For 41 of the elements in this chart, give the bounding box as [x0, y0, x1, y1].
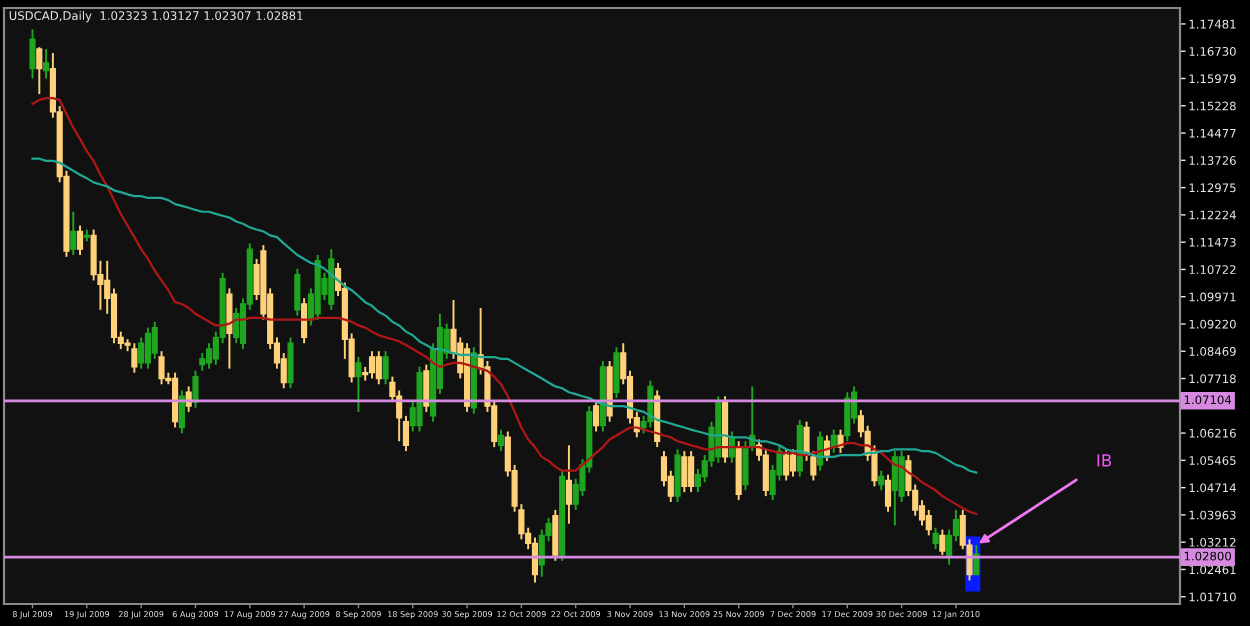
candlestick: [368, 350, 376, 380]
candlestick: [593, 399, 600, 433]
candlestick: [287, 336, 294, 390]
candlestick: [681, 450, 688, 494]
candlestick: [789, 448, 797, 478]
candlestick: [131, 342, 138, 374]
candlestick: [36, 46, 43, 96]
candlestick: [884, 473, 892, 513]
candlestick: [172, 371, 179, 429]
candlestick: [423, 363, 430, 413]
candlestick: [939, 528, 946, 556]
candlestick: [138, 336, 145, 370]
text: IB: [1097, 454, 1112, 467]
candlestick: [43, 48, 50, 80]
candlestick: [29, 28, 36, 80]
candlestick: [294, 267, 301, 317]
candlestick: [355, 356, 362, 413]
candlestick: [613, 346, 620, 400]
candlestick: [688, 450, 695, 494]
candlestick: [192, 369, 199, 409]
candlestick: [375, 350, 382, 386]
candlestick: [891, 450, 898, 527]
candlestick: [878, 469, 885, 492]
candlestick: [783, 448, 790, 482]
candlestick: [158, 350, 165, 386]
candlestick: [226, 287, 233, 370]
candlestick: [76, 224, 84, 256]
candlestick: [674, 448, 681, 503]
candlestick: [382, 350, 389, 386]
candlestick: [735, 440, 742, 502]
candlestick: [932, 526, 939, 551]
candlestick: [233, 307, 240, 345]
candlestick: [565, 444, 572, 525]
candlestick: [328, 248, 335, 311]
candlestick: [70, 210, 77, 256]
candlestick: [301, 297, 308, 345]
candlestick: [552, 508, 559, 562]
candlestick: [497, 428, 505, 453]
candlestick: [144, 326, 152, 370]
candlestick: [925, 508, 932, 537]
candlestick: [844, 391, 851, 443]
